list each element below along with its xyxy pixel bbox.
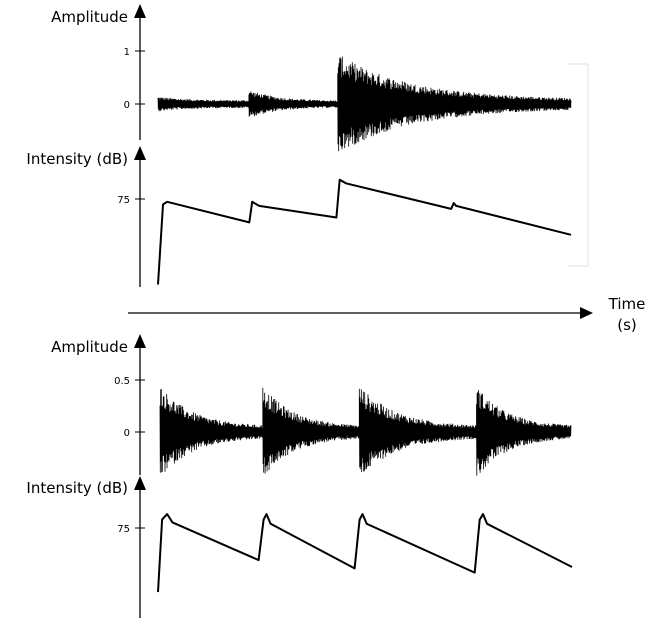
panel-bottom-amplitude: Amplitude 0.5 0	[51, 334, 572, 476]
time-axis-unit: (s)	[617, 316, 637, 334]
panel-top-intensity: Intensity (dB) 75	[26, 146, 572, 287]
axis-arrow-icon	[134, 476, 146, 490]
y-tick-label: 0	[124, 428, 130, 439]
axis-arrow-icon	[134, 146, 146, 160]
time-axis-arrow-icon	[580, 307, 593, 319]
ylabel-bottom-amplitude: Amplitude	[51, 338, 128, 356]
y-tick-label: 75	[117, 195, 130, 206]
panel-top-amplitude: Amplitude 1 0	[51, 4, 572, 152]
axis-arrow-icon	[134, 334, 146, 348]
y-tick-label: 0	[124, 100, 130, 111]
panel-bottom-intensity: Intensity (dB) 75	[26, 476, 573, 618]
intensity-curve-bottom	[157, 513, 573, 593]
y-tick-label: 75	[117, 524, 130, 535]
y-tick-label: 1	[124, 47, 130, 58]
frame-line	[568, 63, 589, 267]
ylabel-bottom-intensity: Intensity (dB)	[26, 479, 128, 497]
y-tick-label: 0.5	[114, 376, 130, 387]
waveform-top	[157, 56, 572, 152]
ylabel-top-amplitude: Amplitude	[51, 8, 128, 26]
waveform-bottom	[159, 387, 572, 476]
time-axis-label: Time	[608, 295, 646, 313]
intensity-curve-top	[157, 178, 572, 285]
axis-arrow-icon	[134, 4, 146, 18]
time-axis: Time (s)	[128, 295, 645, 334]
ylabel-top-intensity: Intensity (dB)	[26, 150, 128, 168]
